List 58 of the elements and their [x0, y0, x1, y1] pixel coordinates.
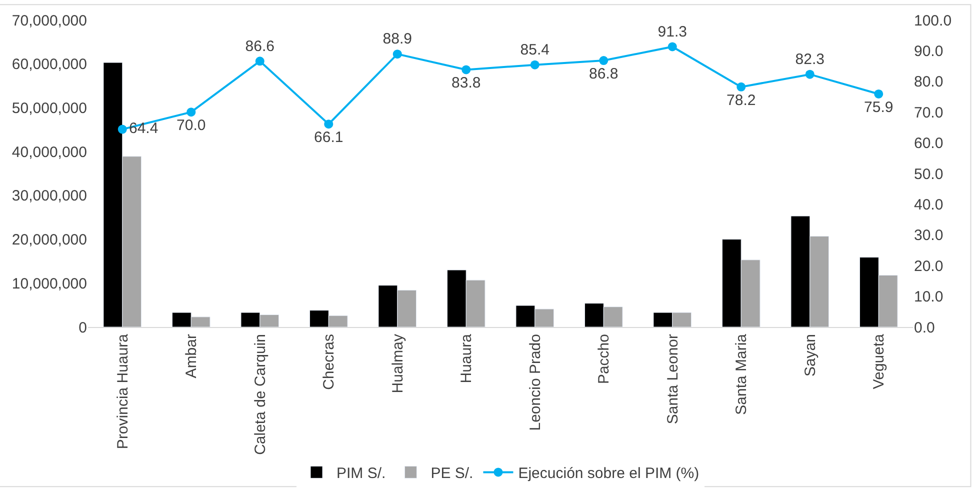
point: [118, 124, 127, 134]
x-tick-label: Leoncio Prado: [526, 334, 544, 431]
point: [736, 82, 746, 92]
data-label: 82.3: [795, 50, 824, 68]
y2-tick-label: 40.0: [914, 196, 944, 214]
data-label: 86.8: [589, 65, 618, 82]
point: [392, 50, 402, 59]
y2-tick-label: 0.0: [914, 319, 935, 336]
y-tick-label: 50,000,000: [12, 100, 87, 117]
data-label: 78.2: [726, 92, 756, 109]
x-tick-label: Huaura: [458, 333, 476, 384]
y-tick-label: 70,000,000: [12, 12, 87, 30]
y-tick-label: 20,000,000: [12, 232, 87, 249]
y2-tick-label: 60.0: [914, 135, 944, 152]
data-label: 85.4: [520, 41, 550, 58]
y2-tick-label: 10.0: [914, 288, 944, 306]
point: [668, 42, 677, 52]
x-tick-label: Santa Maria: [733, 333, 750, 415]
point: [599, 56, 608, 66]
data-label: 66.1: [314, 128, 344, 146]
y-tick-label: 60,000,000: [12, 56, 87, 74]
data-label: 70.0: [176, 116, 206, 134]
y2-tick-label: 100.0: [914, 12, 952, 30]
legend-label: Ejecución sobre el PIM (%): [518, 465, 700, 482]
y2-tick-label: 90.0: [914, 42, 944, 60]
data-label: 64.4: [129, 120, 158, 138]
x-tick-label: Santa Leonor: [664, 334, 682, 424]
y2-tick-label: 30.0: [914, 227, 944, 244]
data-label: 83.8: [452, 74, 481, 92]
x-tick-label: Paccho: [596, 334, 613, 384]
point: [805, 70, 814, 79]
point: [186, 108, 196, 117]
y2-tick-label: 20.0: [914, 258, 944, 275]
x-tick-label: Ambar: [183, 334, 200, 378]
point: [462, 65, 471, 74]
y-tick-label: 10,000,000: [12, 275, 87, 292]
point: [255, 56, 264, 66]
x-tick-label: Sayan: [802, 334, 819, 377]
data-label: 86.6: [245, 38, 274, 55]
y-tick-label: 30,000,000: [12, 188, 87, 205]
x-tick-label: Caleta de Carquin: [252, 334, 269, 455]
y-tick-label: 0: [78, 319, 87, 336]
x-tick-label: Vegueta: [870, 333, 888, 390]
point: [324, 120, 334, 129]
x-tick-label: Provincia Huaura: [114, 333, 132, 450]
point: [874, 89, 884, 98]
data-label: 88.9: [382, 30, 412, 48]
x-tick-label: Hualmay: [389, 334, 406, 394]
point: [530, 60, 540, 70]
legend-label: PIM S/.: [336, 465, 386, 482]
legend-label: PE S/.: [430, 465, 474, 482]
data-label: 91.3: [658, 23, 687, 40]
x-tick-label: Checras: [320, 334, 338, 390]
y2-tick-label: 50.0: [914, 166, 944, 183]
y2-tick-label: 70.0: [914, 104, 944, 122]
y2-tick-label: 80.0: [914, 74, 944, 91]
y-tick-label: 40,000,000: [12, 144, 87, 161]
data-label: 75.9: [864, 98, 894, 116]
